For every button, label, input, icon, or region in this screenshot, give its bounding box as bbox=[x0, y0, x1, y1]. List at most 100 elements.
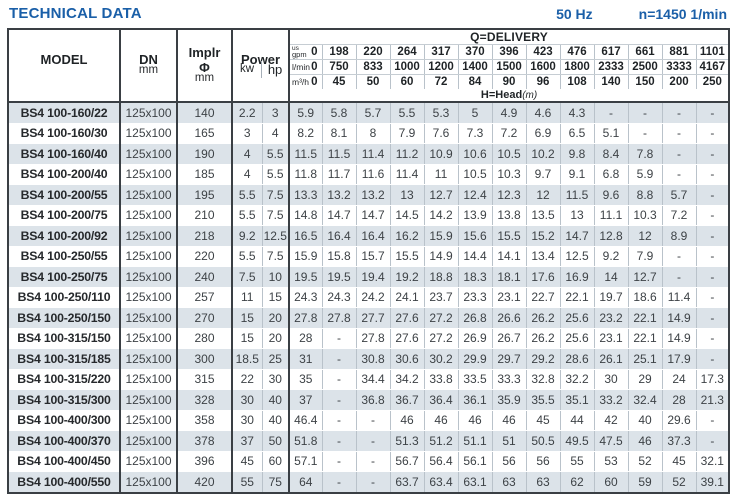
head-value-cell: 5.7 bbox=[355, 102, 391, 124]
head-value-cell: 46 bbox=[423, 410, 459, 431]
head-value-cell: 44 bbox=[559, 410, 595, 431]
model-cell: BS4 100-200/92 bbox=[8, 225, 120, 247]
model-cell: BS4 100-400/450 bbox=[8, 451, 120, 472]
power-hp-cell: 40 bbox=[261, 410, 290, 431]
head-value-cell: 6.9 bbox=[525, 123, 561, 144]
flow-value-cell: 45 bbox=[321, 74, 357, 89]
power-hp-cell: 60 bbox=[261, 451, 290, 472]
flow-value-cell: 396 bbox=[491, 44, 527, 60]
head-value-cell: 16.4 bbox=[321, 225, 357, 247]
head-value-cell: 23.2 bbox=[593, 307, 629, 329]
power-hp-cell: 7.5 bbox=[261, 205, 290, 226]
head-value-cell: - bbox=[695, 123, 730, 144]
head-word: H=Head bbox=[480, 89, 523, 101]
table-row: BS4 100-315/150 125x100 280 15 20 28-27.8 27.6… bbox=[8, 328, 730, 349]
head-value-cell: 51 bbox=[491, 430, 527, 452]
impeller-header-label: Implr Φ bbox=[178, 45, 231, 87]
head-value-cell: - bbox=[695, 348, 730, 370]
flow-unit-m3h-cell: m³/h 0 bbox=[288, 74, 323, 89]
head-value-cell: 27.6 bbox=[389, 307, 425, 329]
model-cell: BS4 100-200/40 bbox=[8, 164, 120, 185]
head-value-cell: 37.3 bbox=[661, 430, 697, 452]
head-value-cell: 56.7 bbox=[389, 451, 425, 472]
head-value-cell: 9.2 bbox=[593, 246, 629, 267]
table-row: BS4 100-200/75 125x100 210 5.5 7.5 14.8 14.7 14… bbox=[8, 205, 730, 226]
power-hp-cell: 7.5 bbox=[261, 246, 290, 267]
table-row: BS4 100-250/55 125x100 220 5.5 7.5 15.9 15.8 15… bbox=[8, 246, 730, 267]
impeller-cell: 190 bbox=[176, 143, 232, 165]
flow-value-cell: 1101 bbox=[695, 44, 730, 60]
head-value-cell: 17.3 bbox=[695, 369, 730, 390]
flow-value-cell: 96 bbox=[525, 74, 561, 89]
head-value-cell: 13 bbox=[559, 205, 595, 226]
impeller-cell: 396 bbox=[176, 451, 232, 472]
head-value-cell: 13.5 bbox=[525, 205, 561, 226]
dn-cell: 125x100 bbox=[119, 287, 177, 308]
power-hp-cell: 12.5 bbox=[261, 225, 290, 247]
flow-row-usgpm: us gpm 0 198 220 264 317 370 396 423 476 617 661 8… bbox=[8, 44, 730, 60]
impeller-cell: 140 bbox=[176, 102, 232, 124]
head-value-cell: 29.6 bbox=[661, 410, 697, 431]
head-value-cell: - bbox=[661, 164, 697, 185]
head-value-cell: 26.1 bbox=[593, 348, 629, 370]
head-value-cell: 9.6 bbox=[593, 184, 629, 206]
head-value-cell: 53 bbox=[593, 451, 629, 472]
head-value-cell: 24.3 bbox=[321, 287, 357, 308]
head-value-cell: 11.7 bbox=[321, 164, 357, 185]
head-value-cell: 57.1 bbox=[288, 451, 323, 472]
flow-value-cell: 84 bbox=[457, 74, 493, 89]
head-value-cell: 15.9 bbox=[423, 225, 459, 247]
head-value-cell: 18.3 bbox=[457, 266, 493, 288]
head-value-cell: 13.3 bbox=[288, 184, 323, 206]
power-kw-cell: 5.5 bbox=[231, 184, 262, 206]
power-units: kw hp bbox=[233, 61, 288, 78]
head-value-cell: 9.1 bbox=[559, 164, 595, 185]
power-kw-cell: 37 bbox=[231, 430, 262, 452]
impeller-cell: 270 bbox=[176, 307, 232, 329]
model-cell: BS4 100-400/370 bbox=[8, 430, 120, 452]
head-value-cell: 14.1 bbox=[491, 246, 527, 267]
head-value-cell: 13.2 bbox=[355, 184, 391, 206]
head-value-cell: 33.2 bbox=[593, 389, 629, 411]
head-value-cell: 64 bbox=[288, 471, 323, 493]
table-row: BS4 100-200/92 125x100 218 9.2 12.5 16.5 16.4 1… bbox=[8, 225, 730, 247]
flow-value-cell: 264 bbox=[389, 44, 425, 60]
power-kw-cell: 9.2 bbox=[231, 225, 262, 247]
impeller-cell: 220 bbox=[176, 246, 232, 267]
head-value-cell: 29 bbox=[627, 369, 663, 390]
head-value-cell: 12.4 bbox=[457, 184, 493, 206]
power-kw-cell: 5.5 bbox=[231, 205, 262, 226]
head-value-cell: 14 bbox=[593, 266, 629, 288]
table-row: BS4 100-315/300 125x100 328 30 40 37-36.8 36.7… bbox=[8, 389, 730, 411]
head-value-cell: 45 bbox=[525, 410, 561, 431]
head-value-cell: 5.3 bbox=[423, 102, 459, 124]
flow-value-cell: 4167 bbox=[695, 59, 730, 75]
head-value-cell: 7.9 bbox=[627, 246, 663, 267]
head-value-cell: 32.4 bbox=[627, 389, 663, 411]
power-kw-cell: 22 bbox=[231, 369, 262, 390]
dn-cell: 125x100 bbox=[119, 164, 177, 185]
head-value-cell: 8.8 bbox=[627, 184, 663, 206]
technical-data-table: MODEL DN mm Implr Φ mm bbox=[7, 28, 731, 494]
head-value-cell: 51.8 bbox=[288, 430, 323, 452]
model-cell: BS4 100-160/40 bbox=[8, 143, 120, 165]
head-value-cell: 46 bbox=[389, 410, 425, 431]
head-value-cell: 29.7 bbox=[491, 348, 527, 370]
flow-value-cell: 370 bbox=[457, 44, 493, 60]
head-value-cell: 51.2 bbox=[423, 430, 459, 452]
head-value-cell: 11.4 bbox=[389, 164, 425, 185]
head-value-cell: 14.9 bbox=[661, 307, 697, 329]
model-cell: BS4 100-250/110 bbox=[8, 287, 120, 308]
flow-value-cell: 140 bbox=[593, 74, 629, 89]
head-value-cell: 46 bbox=[627, 430, 663, 452]
flow-value-cell: 0 bbox=[311, 61, 318, 73]
head-value-cell: - bbox=[695, 430, 730, 452]
head-value-cell: - bbox=[695, 102, 730, 124]
power-hp-cell: 4 bbox=[261, 123, 290, 144]
head-value-cell: 26.2 bbox=[525, 328, 561, 349]
head-value-cell: 11 bbox=[423, 164, 459, 185]
head-value-cell: 5.8 bbox=[321, 102, 357, 124]
dn-unit-label: mm bbox=[138, 64, 159, 76]
impeller-cell: 328 bbox=[176, 389, 232, 411]
head-value-cell: 63 bbox=[525, 471, 561, 493]
